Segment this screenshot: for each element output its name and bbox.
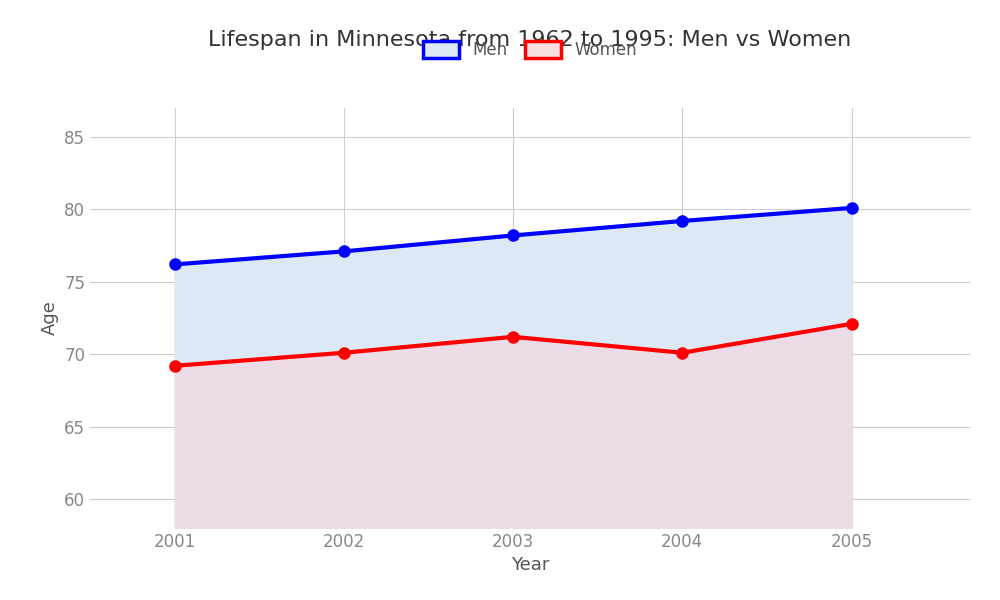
- X-axis label: Year: Year: [511, 556, 549, 574]
- Title: Lifespan in Minnesota from 1962 to 1995: Men vs Women: Lifespan in Minnesota from 1962 to 1995:…: [208, 29, 852, 49]
- Y-axis label: Age: Age: [41, 301, 59, 335]
- Legend: Men, Women: Men, Women: [423, 41, 637, 59]
